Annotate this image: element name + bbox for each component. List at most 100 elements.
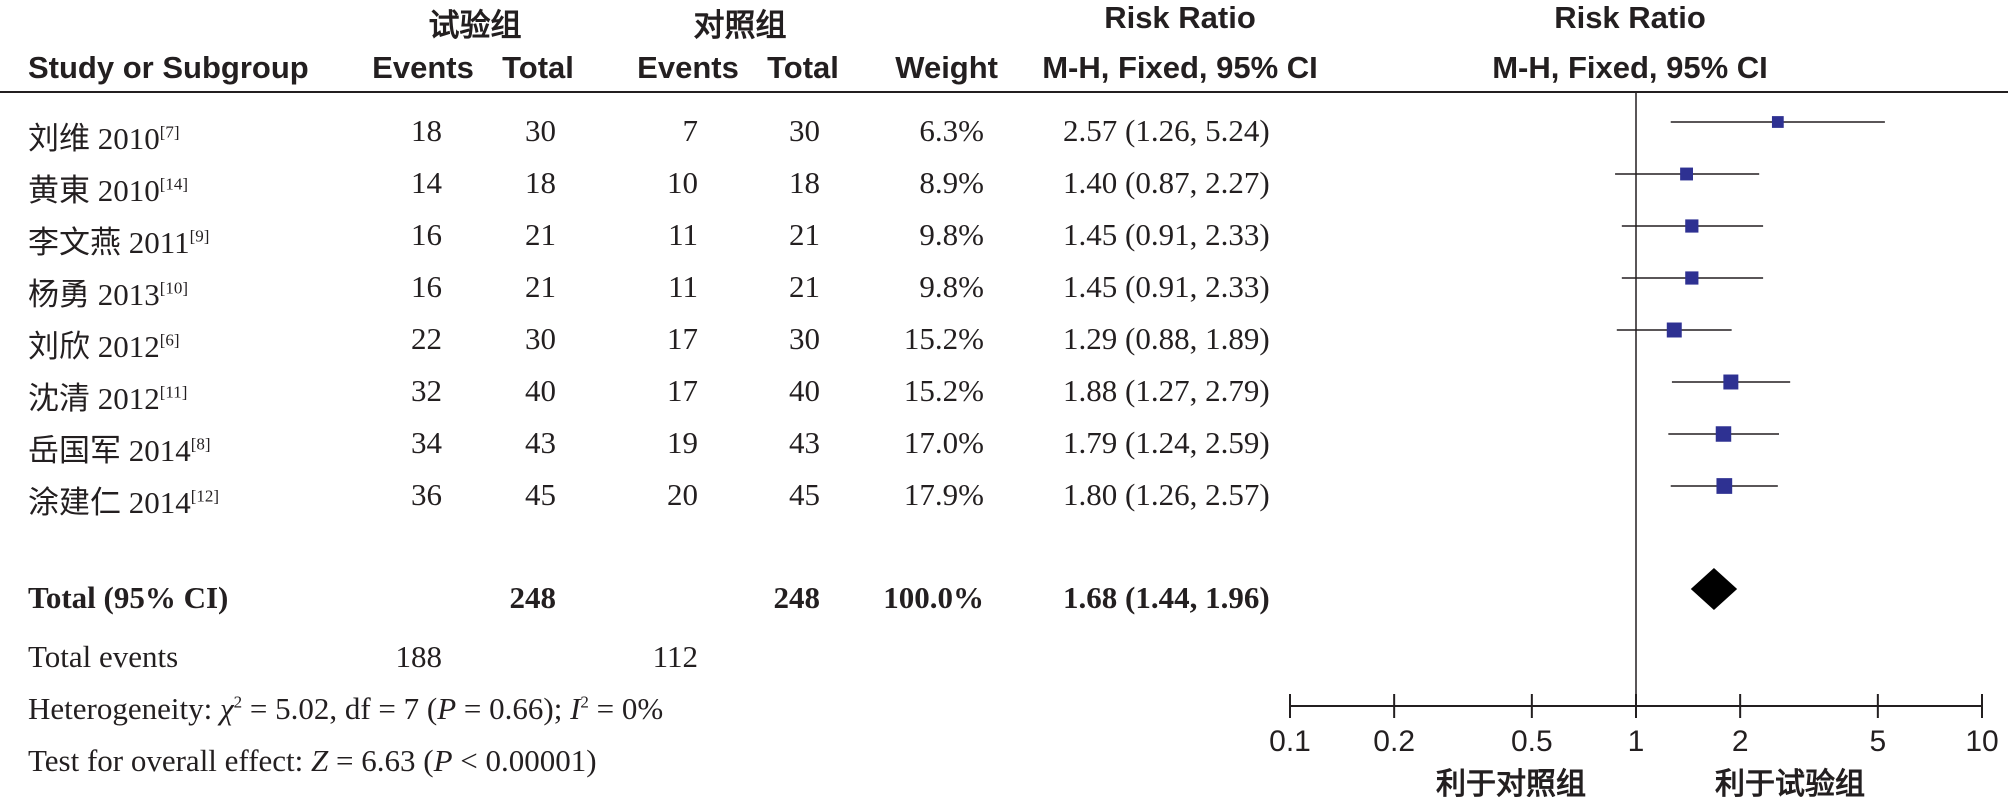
x-tick-label: 5 xyxy=(1869,725,1886,758)
ctrl-total: 30 xyxy=(789,321,820,356)
x-tick-label: 0.5 xyxy=(1511,725,1553,758)
overall-effect-line: Test for overall effect: Z = 6.63 (P < 0… xyxy=(28,743,597,778)
exp-total: 45 xyxy=(525,477,556,512)
weight: 17.0% xyxy=(903,425,984,460)
effect-marker xyxy=(1680,167,1693,181)
exp-events: 22 xyxy=(411,321,442,356)
exp-total: 40 xyxy=(525,373,556,408)
ci-text: 1.45 (0.91, 2.33) xyxy=(1063,269,1270,304)
exp-events: 16 xyxy=(411,269,442,304)
ctrl-events: 10 xyxy=(667,165,698,200)
exp-total: 21 xyxy=(525,269,556,304)
exp-events: 14 xyxy=(411,165,442,200)
total-events-label: Total events xyxy=(28,639,179,674)
ctrl-total: 43 xyxy=(789,425,820,460)
effect-marker xyxy=(1723,374,1739,390)
control-group-label: 对照组 xyxy=(693,8,787,43)
study-name: 李文燕 2011[9] xyxy=(28,225,210,260)
exp-events: 36 xyxy=(411,477,442,512)
total-weight: 100.0% xyxy=(883,580,984,615)
experimental-group-label: 试验组 xyxy=(428,8,522,43)
exp-events: 34 xyxy=(411,425,442,460)
ctrl-total: 30 xyxy=(789,113,820,148)
x-tick-label: 1 xyxy=(1628,725,1645,758)
effect-marker xyxy=(1715,426,1732,442)
ci-text: 1.45 (0.91, 2.33) xyxy=(1063,217,1270,252)
exp-events: 18 xyxy=(411,113,442,148)
ctrl-events: 19 xyxy=(667,425,698,460)
total-events-ctrl: 112 xyxy=(652,639,698,674)
ci-text: 1.80 (1.26, 2.57) xyxy=(1063,477,1270,512)
study-reference: [14] xyxy=(159,174,189,194)
ctrl-events: 17 xyxy=(667,321,698,356)
col-total-ctrl-header: Total xyxy=(767,50,839,85)
ci-text: 1.88 (1.27, 2.79) xyxy=(1063,373,1270,408)
exp-total: 21 xyxy=(525,217,556,252)
col-weight-header: Weight xyxy=(895,50,998,85)
exp-events: 16 xyxy=(411,217,442,252)
weight: 17.9% xyxy=(903,477,984,512)
weight: 9.8% xyxy=(919,217,984,252)
exp-events: 32 xyxy=(411,373,442,408)
effect-marker xyxy=(1716,478,1733,494)
ctrl-total: 21 xyxy=(789,269,820,304)
heterogeneity-line: Heterogeneity: χ2 = 5.02, df = 7 (P = 0.… xyxy=(28,691,664,726)
effect-marker xyxy=(1685,271,1699,285)
x-tick-label: 0.2 xyxy=(1373,725,1415,758)
ci-text: 1.40 (0.87, 2.27) xyxy=(1063,165,1270,200)
exp-total: 30 xyxy=(525,321,556,356)
study-name: 岳国军 2014[8] xyxy=(28,433,211,468)
x-tick-label: 0.1 xyxy=(1269,725,1311,758)
weight: 15.2% xyxy=(903,321,984,356)
exp-total: 18 xyxy=(525,165,556,200)
exp-total: 43 xyxy=(525,425,556,460)
col-method-left-header: M-H, Fixed, 95% CI xyxy=(1042,50,1318,85)
study-reference: [9] xyxy=(189,226,210,246)
study-reference: [11] xyxy=(159,382,188,402)
x-tick-label: 10 xyxy=(1965,725,1998,758)
risk-ratio-title-right: Risk Ratio xyxy=(1554,0,1706,35)
ctrl-events: 11 xyxy=(668,269,698,304)
effect-marker xyxy=(1666,322,1682,338)
ci-text: 1.29 (0.88, 1.89) xyxy=(1063,321,1270,356)
study-name: 刘维 2010[7] xyxy=(28,121,180,156)
ctrl-total: 45 xyxy=(789,477,820,512)
study-name: 杨勇 2013[10] xyxy=(28,277,189,312)
risk-ratio-title-left: Risk Ratio xyxy=(1104,0,1256,35)
col-events-exp-header: Events xyxy=(372,50,474,85)
effect-marker xyxy=(1771,116,1784,128)
x-tick-label: 2 xyxy=(1732,725,1749,758)
favours-control-label: 利于对照组 xyxy=(1436,767,1586,797)
header-rule xyxy=(0,91,2008,93)
exp-total: 30 xyxy=(525,113,556,148)
ctrl-total: 21 xyxy=(789,217,820,252)
weight: 8.9% xyxy=(919,165,984,200)
weight: 6.3% xyxy=(919,113,984,148)
weight: 15.2% xyxy=(903,373,984,408)
study-name: 黄東 2010[14] xyxy=(28,173,189,208)
col-total-exp-header: Total xyxy=(502,50,574,85)
ctrl-events: 11 xyxy=(668,217,698,252)
study-reference: [12] xyxy=(190,486,220,506)
weight: 9.8% xyxy=(919,269,984,304)
ctrl-events: 20 xyxy=(667,477,698,512)
ctrl-events: 7 xyxy=(682,113,699,148)
ci-text: 2.57 (1.26, 5.24) xyxy=(1063,113,1270,148)
ci-text: 1.79 (1.24, 2.59) xyxy=(1063,425,1270,460)
ctrl-total: 18 xyxy=(789,165,820,200)
total-exp: 248 xyxy=(509,580,557,615)
pooled-diamond xyxy=(1690,568,1738,610)
study-name: 刘欣 2012[6] xyxy=(28,329,180,364)
total-events-exp: 188 xyxy=(395,639,443,674)
col-method-right-header: M-H, Fixed, 95% CI xyxy=(1492,50,1768,85)
study-reference: [6] xyxy=(159,330,180,350)
ctrl-events: 17 xyxy=(667,373,698,408)
favours-experimental-label: 利于试验组 xyxy=(1715,767,1865,797)
study-reference: [7] xyxy=(159,122,180,142)
col-events-ctrl-header: Events xyxy=(637,50,739,85)
effect-marker xyxy=(1685,219,1699,233)
ctrl-total: 40 xyxy=(789,373,820,408)
col-study-header: Study or Subgroup xyxy=(28,50,309,85)
study-name: 沈清 2012[11] xyxy=(28,381,188,416)
